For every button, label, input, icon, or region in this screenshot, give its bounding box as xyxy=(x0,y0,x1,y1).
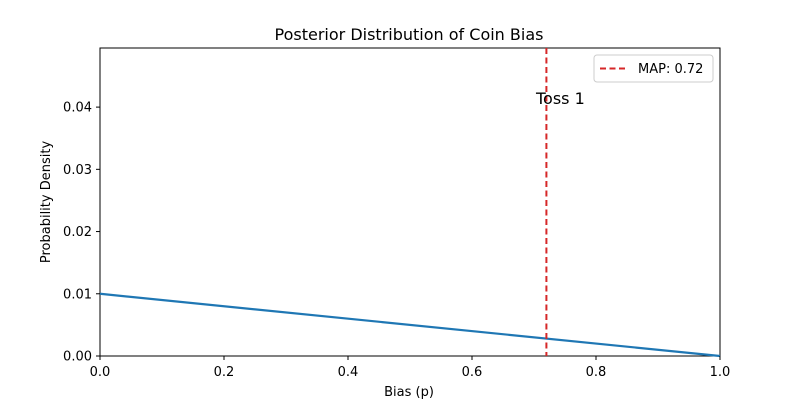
x-tick-label: 0.4 xyxy=(338,365,359,380)
annotation-toss-1: Toss 1 xyxy=(535,89,585,108)
x-tick-label: 0.2 xyxy=(214,365,235,380)
y-tick-label: 0.04 xyxy=(63,101,92,116)
y-axis-label: Probability Density xyxy=(39,141,54,264)
legend: MAP: 0.72 xyxy=(593,54,714,83)
x-tick-label: 0.8 xyxy=(586,365,607,380)
x-tick-label: 1.0 xyxy=(710,365,731,380)
legend-box xyxy=(593,54,714,83)
y-tick-label: 0.00 xyxy=(63,350,92,365)
x-axis-label: Bias (p) xyxy=(384,385,434,400)
x-tick-label: 0.0 xyxy=(90,365,111,380)
axes-frame xyxy=(99,47,721,357)
y-axis-ticks: 0.00 0.01 0.02 0.03 0.04 xyxy=(63,101,100,365)
y-tick-label: 0.01 xyxy=(63,287,92,302)
y-tick-label: 0.03 xyxy=(63,163,92,178)
chart-title: Posterior Distribution of Coin Bias xyxy=(275,25,544,44)
series-line-0 xyxy=(99,292,721,358)
x-tick-label: 0.6 xyxy=(462,365,483,380)
legend-label-map: MAP: 0.72 xyxy=(638,62,703,77)
x-axis-ticks: 0.0 0.2 0.4 0.6 0.8 1.0 xyxy=(90,356,731,380)
y-tick-label: 0.02 xyxy=(63,225,92,240)
plot-area xyxy=(99,47,721,358)
